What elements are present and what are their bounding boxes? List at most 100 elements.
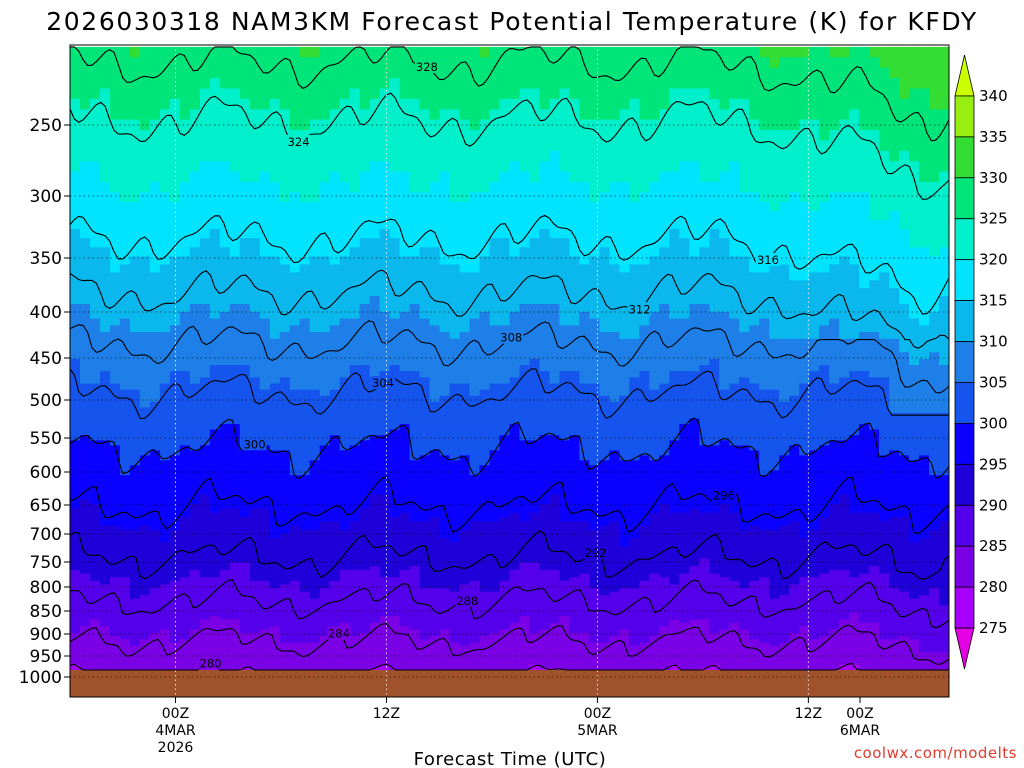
field-cell: [199, 577, 211, 582]
field-cell: [289, 529, 301, 535]
field-cell: [509, 499, 521, 505]
field-cell: [80, 605, 91, 610]
field-cell: [339, 652, 351, 657]
field-cell: [429, 484, 441, 491]
field-cell: [90, 304, 101, 313]
field-cell: [159, 480, 171, 486]
field-cell: [219, 658, 231, 663]
field-cell: [199, 450, 211, 457]
field-cell: [129, 88, 141, 100]
field-cell: [439, 412, 451, 420]
field-cell: [329, 534, 341, 539]
field-cell: [389, 201, 401, 212]
field-cell: [469, 325, 481, 333]
field-cell: [239, 629, 251, 634]
field-cell: [289, 566, 301, 571]
field-cell: [509, 352, 521, 360]
field-cell: [90, 455, 101, 462]
field-cell: [149, 412, 161, 420]
field-cell: [149, 418, 161, 425]
field-cell: [249, 508, 261, 514]
field-cell: [259, 288, 271, 297]
field-cell: [379, 577, 391, 582]
field-cell: [70, 383, 81, 391]
field-cell: [219, 661, 231, 666]
field-cell: [159, 573, 171, 578]
field-cell: [209, 470, 221, 476]
field-cell: [429, 345, 441, 353]
field-cell: [339, 424, 351, 431]
field-cell: [70, 318, 81, 326]
field-cell: [299, 494, 311, 500]
field-cell: [239, 529, 251, 535]
field-cell: [449, 664, 461, 669]
field-cell: [359, 484, 371, 491]
field-cell: [249, 288, 261, 297]
field-cell: [139, 429, 151, 436]
field-cell: [139, 109, 151, 121]
field-cell: [189, 512, 201, 518]
field-cell: [339, 211, 351, 221]
field-cell: [139, 119, 151, 131]
field-cell: [179, 304, 191, 313]
field-cell: [289, 325, 301, 333]
field-cell: [139, 371, 151, 378]
field-cell: [279, 280, 291, 289]
field-cell: [289, 171, 301, 183]
field-cell: [329, 475, 341, 481]
field-cell: [459, 429, 471, 436]
field-cell: [369, 626, 381, 631]
field-cell: [349, 542, 361, 547]
field-cell: [339, 588, 351, 593]
field-cell: [489, 78, 501, 90]
field-cell: [259, 619, 271, 624]
field-cell: [299, 78, 311, 90]
field-cell: [389, 371, 401, 378]
field-cell: [479, 652, 491, 657]
field-cell: [129, 602, 141, 607]
field-cell: [499, 619, 511, 624]
field-cell: [179, 435, 191, 442]
field-cell: [499, 554, 511, 560]
field-cell: [399, 460, 411, 466]
field-cell: [189, 558, 201, 564]
field-cell: [149, 332, 161, 340]
field-cell: [309, 554, 321, 560]
field-cell: [419, 407, 431, 414]
field-cell: [269, 280, 281, 289]
field-cell: [449, 588, 461, 593]
field-cell: [90, 562, 101, 567]
field-cell: [199, 546, 211, 552]
field-cell: [499, 371, 511, 378]
field-cell: [90, 46, 101, 58]
field-cell: [399, 435, 411, 442]
field-cell: [509, 272, 521, 281]
field-cell: [269, 550, 281, 556]
field-cell: [499, 664, 511, 669]
field-cell: [339, 67, 351, 79]
field-cell: [110, 525, 121, 531]
field-cell: [189, 220, 201, 230]
field-cell: [489, 612, 501, 617]
field-cell: [509, 616, 521, 621]
field-cell: [219, 584, 231, 589]
field-cell: [100, 658, 111, 663]
field-cell: [239, 484, 251, 491]
field-cell: [189, 562, 201, 567]
field-cell: [419, 598, 431, 603]
field-cell: [379, 256, 391, 266]
field-cell: [389, 280, 401, 289]
field-cell: [399, 626, 411, 631]
field-cell: [499, 412, 511, 420]
field-cell: [149, 98, 161, 110]
field-cell: [169, 140, 181, 152]
field-cell: [100, 616, 111, 621]
field-cell: [319, 480, 331, 486]
field-cell: [159, 296, 171, 305]
field-cell: [459, 542, 471, 547]
field-cell: [70, 352, 81, 360]
field-cell: [149, 494, 161, 500]
field-cell: [149, 182, 161, 194]
field-cell: [100, 450, 111, 457]
field-cell: [419, 150, 431, 162]
